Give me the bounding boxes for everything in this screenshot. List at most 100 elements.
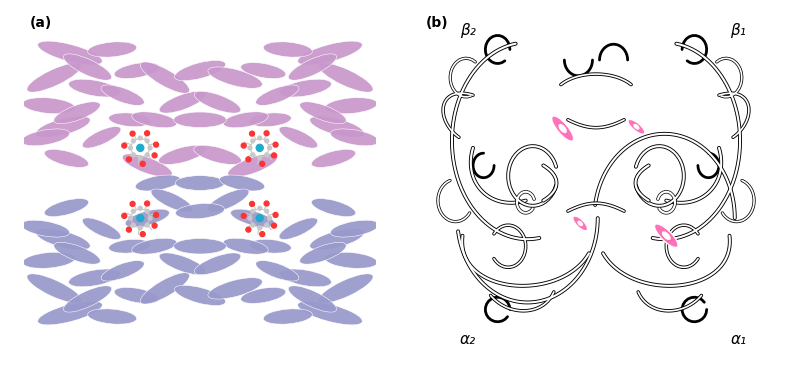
Circle shape [138,136,142,140]
Circle shape [130,131,135,136]
Ellipse shape [288,54,337,80]
Circle shape [271,223,277,228]
Ellipse shape [310,116,364,138]
Ellipse shape [135,175,180,191]
Circle shape [148,216,152,220]
Ellipse shape [325,252,378,268]
Circle shape [251,223,254,227]
Ellipse shape [208,278,262,299]
Circle shape [137,144,144,152]
Ellipse shape [132,112,177,128]
Ellipse shape [311,199,356,217]
Text: α₁: α₁ [730,332,746,347]
Circle shape [273,213,278,217]
Ellipse shape [194,145,242,164]
Circle shape [251,209,254,213]
Ellipse shape [69,269,121,287]
Ellipse shape [330,129,379,146]
Circle shape [264,131,269,136]
Ellipse shape [88,42,137,57]
Ellipse shape [109,113,150,127]
Circle shape [268,216,271,220]
Ellipse shape [279,79,331,97]
Ellipse shape [174,285,226,306]
Circle shape [154,213,158,217]
Ellipse shape [125,209,170,227]
Ellipse shape [318,274,373,303]
Ellipse shape [573,216,587,231]
Ellipse shape [230,209,275,227]
Circle shape [130,201,135,206]
Circle shape [242,213,246,218]
Ellipse shape [223,238,268,254]
Ellipse shape [578,221,583,226]
Ellipse shape [38,41,102,65]
Ellipse shape [175,176,225,190]
Ellipse shape [207,189,249,212]
Ellipse shape [132,238,177,254]
Ellipse shape [228,154,278,177]
Circle shape [258,136,262,140]
Ellipse shape [27,63,82,92]
Circle shape [122,143,126,148]
Circle shape [258,206,262,210]
Circle shape [138,206,142,210]
Ellipse shape [174,239,226,254]
Ellipse shape [558,124,567,133]
Circle shape [146,223,149,227]
Circle shape [260,232,265,236]
Ellipse shape [250,113,291,127]
Circle shape [246,227,251,232]
Ellipse shape [22,98,75,114]
Circle shape [256,214,263,222]
Circle shape [137,214,144,222]
Text: (b): (b) [426,16,448,30]
Ellipse shape [63,54,112,80]
Ellipse shape [298,301,362,325]
Text: α₂: α₂ [460,332,476,347]
Text: β₁: β₁ [730,23,746,38]
Ellipse shape [140,62,190,93]
Circle shape [152,153,157,158]
Ellipse shape [194,91,241,113]
Circle shape [248,146,252,150]
Ellipse shape [552,116,574,141]
Ellipse shape [101,85,144,105]
Ellipse shape [54,102,100,124]
Ellipse shape [300,242,346,264]
Circle shape [131,223,135,227]
Circle shape [126,227,131,232]
Circle shape [250,131,254,136]
Circle shape [146,153,149,157]
Ellipse shape [256,261,299,281]
Ellipse shape [54,242,100,264]
Circle shape [248,216,252,220]
Circle shape [138,156,142,160]
Ellipse shape [44,199,89,217]
Ellipse shape [288,286,337,312]
Circle shape [140,232,146,236]
Circle shape [138,226,142,230]
Ellipse shape [63,286,112,312]
Ellipse shape [159,253,206,275]
Text: β₂: β₂ [460,23,476,38]
Ellipse shape [88,309,137,324]
Circle shape [122,213,126,218]
Ellipse shape [175,203,225,219]
Ellipse shape [69,79,121,97]
Circle shape [146,139,149,143]
Ellipse shape [223,112,268,128]
Circle shape [268,146,271,150]
Ellipse shape [634,124,639,130]
Ellipse shape [21,129,70,146]
Ellipse shape [82,218,121,239]
Ellipse shape [36,228,90,250]
Circle shape [258,226,262,230]
Circle shape [148,146,152,150]
Circle shape [145,131,150,136]
Ellipse shape [263,309,312,324]
Ellipse shape [628,119,645,134]
Ellipse shape [654,224,678,247]
Ellipse shape [101,261,144,281]
Circle shape [256,144,263,152]
